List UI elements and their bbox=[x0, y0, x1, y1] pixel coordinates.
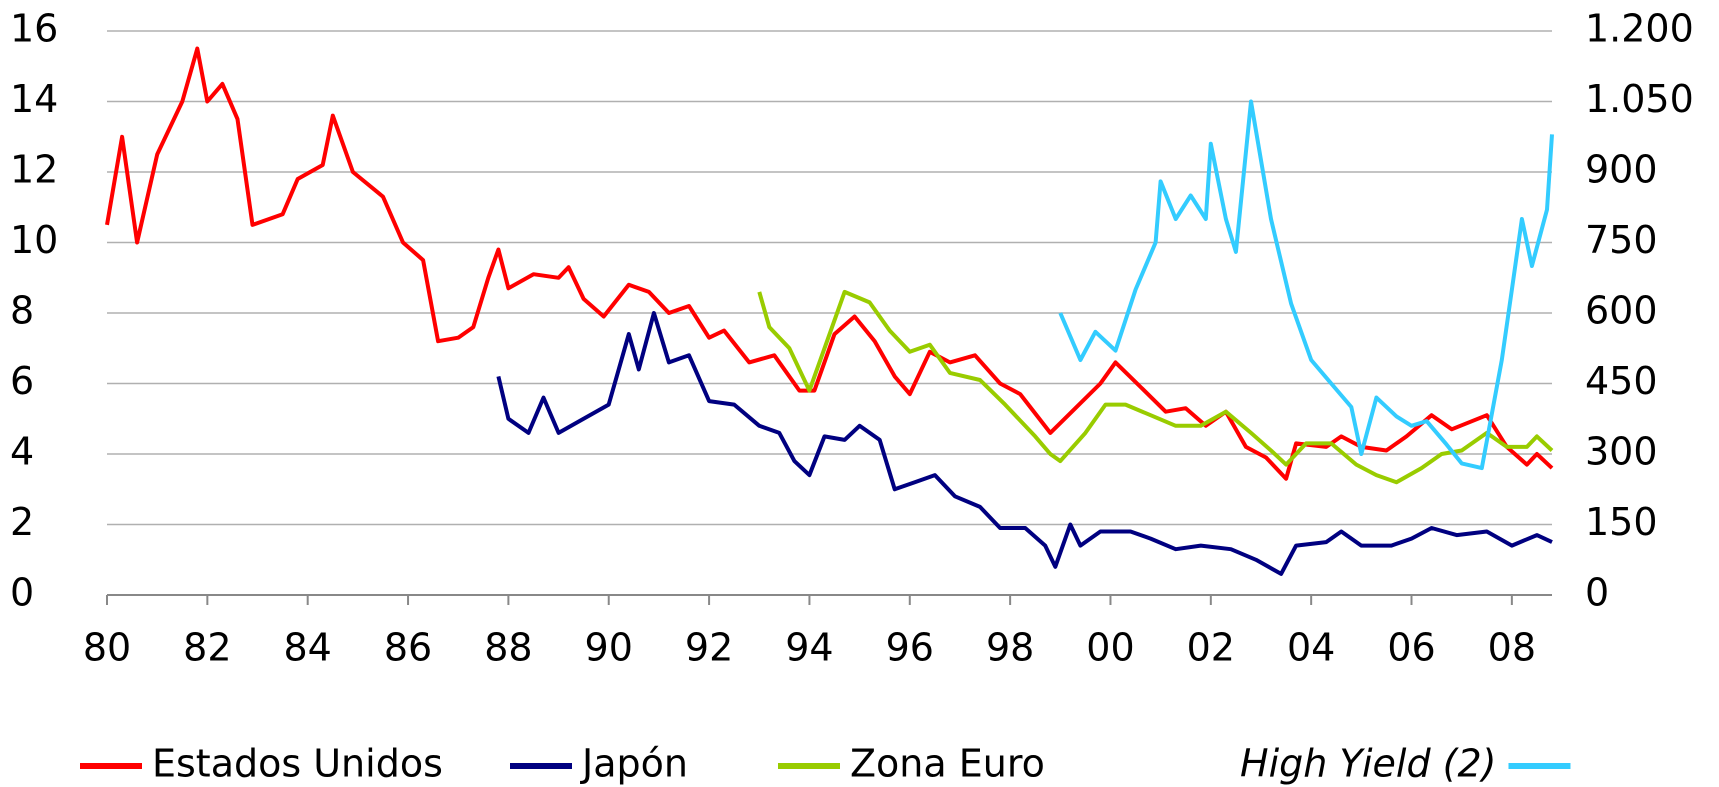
y-tick-label: 6 bbox=[10, 359, 34, 403]
x-tick-label: 06 bbox=[1387, 626, 1435, 670]
x-tick-label: 04 bbox=[1287, 626, 1335, 670]
x-tick-label: 96 bbox=[886, 626, 934, 670]
x-tick-label: 88 bbox=[484, 626, 532, 670]
y2-tick-label: 750 bbox=[1585, 218, 1658, 262]
x-tick-label: 98 bbox=[986, 626, 1034, 670]
y2-tick-label: 1.050 bbox=[1585, 77, 1694, 121]
y2-tick-label: 900 bbox=[1585, 148, 1658, 192]
series-line bbox=[1058, 99, 1554, 471]
legend-label: Zona Euro bbox=[850, 742, 1045, 786]
y2-tick-label: 450 bbox=[1585, 359, 1658, 403]
y-tick-label: 16 bbox=[10, 7, 58, 51]
legend-label: Estados Unidos bbox=[152, 742, 443, 786]
y2-tick-label: 0 bbox=[1585, 571, 1609, 615]
y2-tick-label: 300 bbox=[1585, 430, 1658, 474]
y-tick-label: 14 bbox=[10, 77, 58, 121]
legend-label: Japón bbox=[580, 742, 688, 786]
x-tick-label: 94 bbox=[785, 626, 833, 670]
series-line bbox=[757, 289, 1554, 485]
x-tick-label: 80 bbox=[83, 626, 131, 670]
x-tick-label: 92 bbox=[685, 626, 733, 670]
series-line bbox=[496, 311, 1553, 576]
y-tick-label: 4 bbox=[10, 430, 34, 474]
x-tick-label: 02 bbox=[1187, 626, 1235, 670]
y-tick-label: 0 bbox=[10, 571, 34, 615]
x-tick-label: 08 bbox=[1488, 626, 1536, 670]
y-tick-label: 10 bbox=[10, 218, 58, 262]
y-tick-label: 2 bbox=[10, 500, 34, 544]
x-tick-label: 82 bbox=[183, 626, 231, 670]
series-line bbox=[105, 46, 1554, 481]
x-tick-label: 00 bbox=[1086, 626, 1134, 670]
y2-tick-label: 1.200 bbox=[1585, 7, 1694, 51]
x-tick-label: 90 bbox=[585, 626, 633, 670]
y-tick-label: 8 bbox=[10, 289, 34, 333]
x-tick-label: 84 bbox=[284, 626, 332, 670]
y-tick-label: 12 bbox=[10, 148, 58, 192]
y2-tick-label: 600 bbox=[1585, 289, 1658, 333]
y2-tick-label: 150 bbox=[1585, 500, 1658, 544]
legend-label: High Yield (2) bbox=[1240, 742, 1496, 786]
x-tick-label: 86 bbox=[384, 626, 432, 670]
